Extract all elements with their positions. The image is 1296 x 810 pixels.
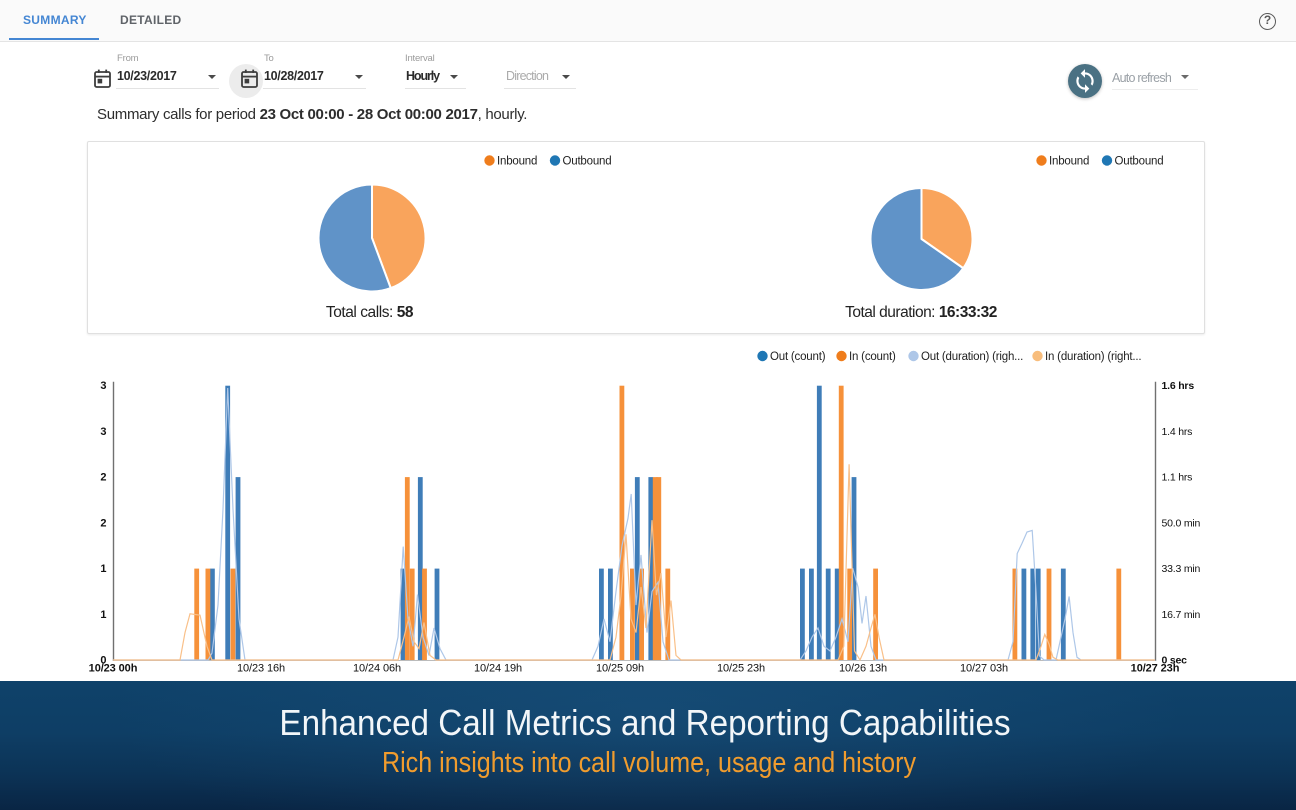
- svg-text:10/23 16h: 10/23 16h: [237, 663, 285, 675]
- svg-text:1: 1: [100, 563, 106, 575]
- svg-text:Inbound: Inbound: [497, 156, 537, 168]
- svg-text:1.6 hrs: 1.6 hrs: [1162, 380, 1195, 392]
- svg-text:3: 3: [100, 380, 106, 392]
- svg-text:10/24 19h: 10/24 19h: [474, 663, 522, 675]
- svg-text:10/27 03h: 10/27 03h: [960, 663, 1008, 675]
- svg-text:10/24 06h: 10/24 06h: [353, 663, 401, 675]
- svg-text:1.4 hrs: 1.4 hrs: [1162, 426, 1193, 438]
- svg-text:Total duration: 16:33:32: Total duration: 16:33:32: [845, 304, 997, 321]
- svg-text:In (duration) (right...: In (duration) (right...: [1045, 351, 1141, 363]
- svg-text:10/25 09h: 10/25 09h: [596, 663, 644, 675]
- svg-text:Inbound: Inbound: [1049, 156, 1089, 168]
- svg-text:33.3 min: 33.3 min: [1162, 563, 1201, 575]
- svg-text:10/25 23h: 10/25 23h: [717, 663, 765, 675]
- svg-text:50.0 min: 50.0 min: [1162, 517, 1201, 529]
- svg-text:2: 2: [100, 472, 106, 484]
- svg-text:10/26 13h: 10/26 13h: [839, 663, 887, 675]
- svg-text:0: 0: [100, 655, 106, 667]
- svg-text:Outbound: Outbound: [563, 156, 612, 168]
- svg-text:1: 1: [100, 609, 106, 621]
- svg-text:3: 3: [100, 426, 106, 438]
- svg-text:Total calls: 58: Total calls: 58: [326, 304, 414, 321]
- svg-text:0 sec: 0 sec: [1162, 655, 1188, 667]
- svg-text:In (count): In (count): [849, 351, 896, 363]
- svg-text:16.7 min: 16.7 min: [1162, 609, 1201, 621]
- svg-text:10/27 23h: 10/27 23h: [1131, 663, 1180, 675]
- svg-text:Out (count): Out (count): [770, 351, 826, 363]
- svg-text:Outbound: Outbound: [1115, 156, 1164, 168]
- svg-text:2: 2: [100, 517, 106, 529]
- svg-text:Out (duration) (righ...: Out (duration) (righ...: [921, 351, 1023, 363]
- svg-text:10/23 00h: 10/23 00h: [89, 663, 138, 675]
- svg-text:1.1 hrs: 1.1 hrs: [1162, 472, 1193, 484]
